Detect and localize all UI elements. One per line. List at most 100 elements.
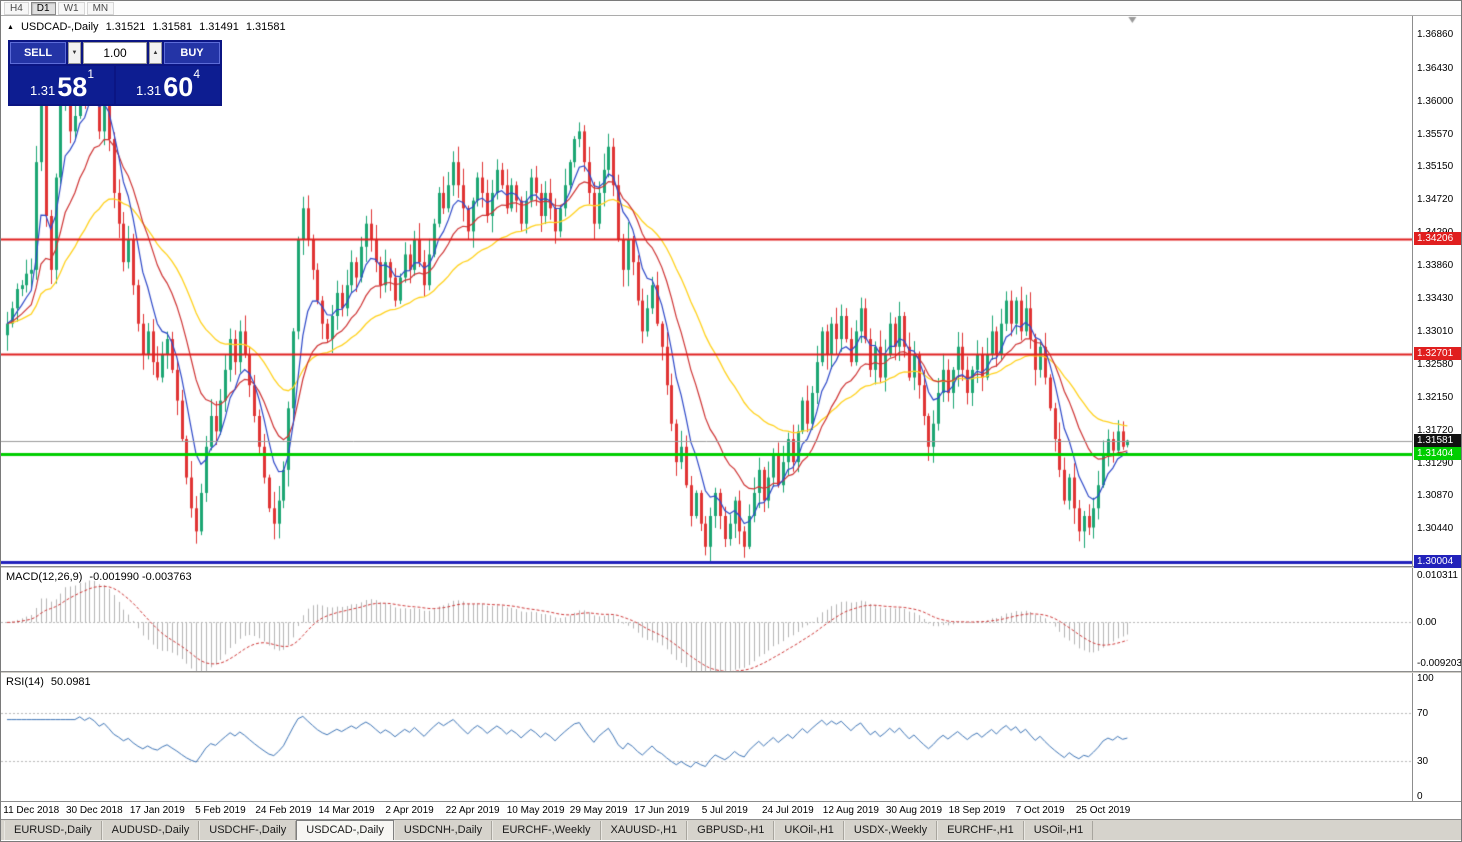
price-tick: 1.33010: [1417, 325, 1454, 337]
ask-price-prefix: 1.31: [135, 83, 162, 98]
timeframe-button-d1[interactable]: D1: [30, 1, 56, 15]
timeframe-button-h4[interactable]: H4: [4, 1, 29, 15]
price-tick: 1.30440: [1417, 523, 1454, 535]
quote-symbol: USDCAD-,Daily: [20, 21, 99, 33]
buy-button[interactable]: BUY: [164, 42, 220, 64]
price-tick: 1.36860: [1417, 29, 1454, 41]
date-label: 11 Dec 2018: [3, 805, 60, 816]
date-label: 7 Oct 2019: [1015, 805, 1065, 816]
rsi-name: RSI(14): [6, 676, 44, 688]
date-label: 2 Apr 2019: [385, 805, 434, 816]
chart-tab-usdchf-daily[interactable]: USDCHF-,Daily: [199, 821, 297, 840]
trade-panel-controls-row: SELL ▼ ▲ BUY: [10, 42, 220, 64]
rsi-scale-tick: 30: [1417, 756, 1429, 767]
macd-panel: 0.010311 0.00 -0.009203 MACD(12,26,9) -0.0…: [1, 568, 1461, 671]
volume-increase-button[interactable]: ▲: [149, 42, 162, 64]
price-tick: 1.32580: [1417, 358, 1454, 370]
macd-scale-tick: -0.009203: [1417, 658, 1462, 669]
price-badge: 1.31581: [1414, 433, 1461, 447]
volume-input[interactable]: [83, 42, 147, 64]
date-label: 30 Dec 2018: [65, 805, 123, 816]
price-badge: 1.30004: [1414, 554, 1461, 568]
timeframe-button-mn[interactable]: MN: [86, 1, 115, 15]
quote-low: 1.31491: [199, 21, 239, 33]
chart-tab-eurchf-h1[interactable]: EURCHF-,H1: [937, 821, 1024, 840]
rsi-canvas[interactable]: [1, 673, 1412, 801]
timeframe-toolbar: H4 D1 W1 MN: [1, 1, 1461, 16]
chart-tab-usdcnh-daily[interactable]: USDCNH-,Daily: [393, 821, 493, 840]
date-label: 17 Jan 2019: [129, 805, 185, 816]
rsi-value: 50.0981: [50, 676, 91, 688]
collapse-quote-icon[interactable]: ▲: [7, 23, 14, 31]
price-tick: 1.33430: [1417, 293, 1454, 305]
chart-tab-usoil-h1[interactable]: USOil-,H1: [1023, 821, 1094, 840]
date-label: 24 Feb 2019: [255, 805, 312, 816]
chart-tab-xauusd-h1[interactable]: XAUUSD-,H1: [600, 821, 688, 840]
date-label: 22 Apr 2019: [445, 805, 500, 816]
bid-price-prefix: 1.31: [29, 83, 56, 98]
panel-splitter-macd[interactable]: [1, 566, 1461, 568]
macd-scale[interactable]: 0.010311 0.00 -0.009203: [1412, 568, 1461, 671]
rsi-scale[interactable]: 100 70 30 0: [1412, 673, 1461, 802]
date-label: 10 May 2019: [506, 805, 565, 816]
price-tick: 1.30870: [1417, 490, 1454, 502]
bid-price-big: 58: [57, 72, 88, 102]
chart-tab-bar: EURUSD-,Daily AUDUSD-,Daily USDCHF-,Daily U…: [1, 819, 1461, 840]
date-label: 14 Mar 2019: [318, 805, 375, 816]
price-tick: 1.31290: [1417, 457, 1454, 469]
chart-tab-eurchf-weekly[interactable]: EURCHF-,Weekly: [492, 821, 601, 840]
macd-label: MACD(12,26,9) -0.001990 -0.003763: [6, 571, 192, 583]
price-badge: 1.31404: [1414, 447, 1461, 461]
price-tick: 1.31720: [1417, 424, 1454, 436]
rsi-scale-tick: 0: [1417, 791, 1423, 802]
chart-tab-gbpusd-h1[interactable]: GBPUSD-,H1: [687, 821, 775, 840]
chart-tab-eurusd-daily[interactable]: EURUSD-,Daily: [4, 821, 102, 840]
main-chart-panel: 1.36860 1.36430 1.36000 1.35570 1.35150 1.347…: [1, 16, 1461, 568]
price-badge: 1.32701: [1414, 347, 1461, 361]
date-label: 12 Aug 2019: [822, 805, 879, 816]
price-tick: 1.34720: [1417, 194, 1454, 206]
rsi-scale-tick: 70: [1417, 708, 1429, 719]
ask-price-pip: 4: [193, 67, 201, 81]
macd-name: MACD(12,26,9): [6, 571, 83, 583]
price-tick: 1.36000: [1417, 95, 1454, 107]
sell-button[interactable]: SELL: [10, 42, 66, 64]
price-tick: 1.35570: [1417, 128, 1454, 140]
chart-tab-audusd-daily[interactable]: AUDUSD-,Daily: [101, 821, 200, 840]
rsi-label: RSI(14) 50.0981: [6, 676, 91, 688]
date-label: 29 May 2019: [569, 805, 628, 816]
price-badge: 1.34206: [1414, 231, 1461, 245]
date-label: 5 Feb 2019: [195, 805, 246, 816]
chart-tab-usdcad-daily[interactable]: USDCAD-,Daily: [296, 820, 394, 840]
macd-canvas[interactable]: [1, 568, 1412, 671]
volume-decrease-button[interactable]: ▼: [68, 42, 81, 64]
macd-values: -0.001990 -0.003763: [89, 571, 192, 583]
rsi-scale-tick: 100: [1417, 673, 1434, 684]
macd-scale-tick: 0.00: [1417, 617, 1437, 629]
ask-price-big: 60: [163, 72, 194, 102]
quote-header: ▲ USDCAD-,Daily 1.31521 1.31581 1.31491 …: [7, 21, 286, 33]
date-label: 17 Jun 2019: [634, 805, 690, 816]
price-tick: 1.36430: [1417, 62, 1454, 74]
date-label: 25 Oct 2019: [1075, 805, 1131, 816]
one-click-trade-panel: SELL ▼ ▲ BUY 1.31 58 1 1.31 60 4: [8, 40, 222, 106]
date-label: 24 Jul 2019: [761, 805, 814, 816]
bid-price[interactable]: 1.31 58 1: [10, 66, 114, 104]
rsi-panel: 100 70 30 0 RSI(14) 50.0981: [1, 673, 1461, 802]
price-tick: 1.35150: [1417, 161, 1454, 172]
date-label: 18 Sep 2019: [948, 805, 1006, 816]
chart-tab-usdx-weekly[interactable]: USDX-,Weekly: [843, 821, 938, 840]
ask-price[interactable]: 1.31 60 4: [116, 66, 220, 104]
date-label: 30 Aug 2019: [885, 805, 943, 816]
timeframe-button-w1[interactable]: W1: [57, 1, 85, 15]
price-scale[interactable]: 1.36860 1.36430 1.36000 1.35570 1.35150 1.347…: [1412, 16, 1461, 568]
bid-price-pip: 1: [87, 67, 95, 81]
chart-tab-ukoil-h1[interactable]: UKOil-,H1: [774, 821, 844, 840]
panel-splitter-rsi[interactable]: [1, 671, 1461, 673]
quote-close: 1.31581: [245, 21, 286, 33]
trade-panel-prices-row: 1.31 58 1 1.31 60 4: [10, 66, 220, 104]
main-chart-canvas[interactable]: [1, 16, 1412, 566]
quote-open: 1.31521: [105, 21, 146, 33]
date-axis[interactable]: 11 Dec 2018 30 Dec 2018 17 Jan 2019 5 Feb 2…: [1, 801, 1461, 819]
